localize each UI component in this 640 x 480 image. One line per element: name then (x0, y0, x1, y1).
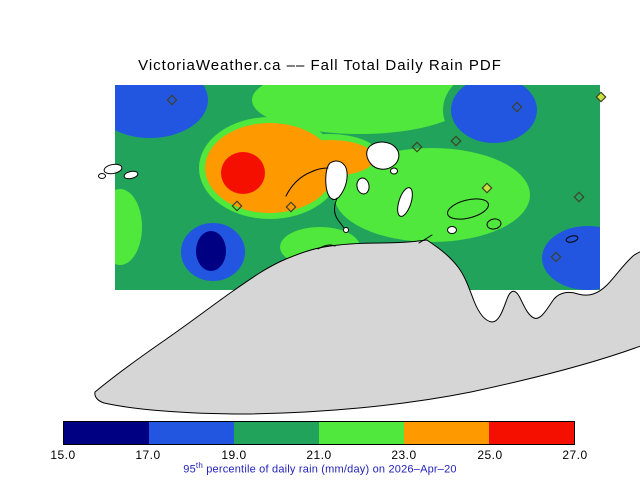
colorbar-ticks: 15.0 17.0 19.0 21.0 23.0 25.0 27.0 (50, 448, 587, 462)
station-marker-diamond (285, 201, 297, 213)
race-rocks-island-1 (103, 163, 123, 175)
contour-high-orange-tail (285, 140, 375, 176)
san-juan-island-1 (366, 141, 400, 170)
caption-superscript: th (195, 461, 203, 470)
colorbar-segment-19-21 (234, 422, 319, 444)
station-marker-diamond (511, 101, 523, 113)
race-rocks-island-2 (123, 170, 139, 180)
station-markers (166, 91, 607, 263)
colorbar-tick-label: 27.0 (562, 448, 588, 462)
colorbar-caption: 95th percentile of daily rain (mm/day) o… (0, 461, 640, 476)
colorbar-tick-label: 25.0 (477, 448, 503, 462)
station-marker-diamond (550, 251, 562, 263)
trial-island (343, 227, 349, 233)
san-juan-island-2 (356, 177, 370, 195)
station-marker-diamond (573, 191, 585, 203)
colorbar-segment-15-17 (64, 422, 149, 444)
contour-band-lightgreen-left (115, 189, 142, 265)
station-marker-diamond (595, 91, 607, 103)
colorbar-tick-label: 15.0 (50, 448, 76, 462)
dungeness-spit (418, 234, 433, 244)
contour-low-blue-ne (443, 85, 545, 151)
contour-max-red (221, 152, 265, 194)
island-outline-2 (486, 218, 502, 230)
island-small-1 (447, 226, 457, 234)
esquimalt-coast (285, 167, 329, 197)
olympic-peninsula-land (94, 239, 640, 415)
station-marker-diamond (450, 135, 462, 147)
caption-text: percentile of daily rain (mm/day) on 202… (202, 463, 457, 476)
race-rocks-island-3 (98, 173, 106, 179)
colorbar (63, 421, 575, 445)
island-outline-3 (565, 235, 579, 243)
colorbar-tick-label: 21.0 (306, 448, 332, 462)
coastline-layer (94, 141, 640, 415)
station-marker-diamond (166, 94, 178, 106)
ediz-hook-spit (317, 244, 336, 250)
victoria-peninsula-outline (325, 160, 348, 200)
contour-low-blue-nw (115, 85, 216, 146)
contour-band-lightgreen-mid (334, 148, 530, 242)
colorbar-segment-25-27 (489, 422, 574, 444)
colorbar-segment-21-23 (319, 422, 404, 444)
station-marker-diamond (481, 182, 493, 194)
san-juan-island-3 (397, 187, 413, 217)
contour-low-blue-se (534, 218, 600, 290)
contour-band-lightgreen-top (252, 85, 468, 134)
san-juan-island-4 (390, 167, 398, 175)
contour-min-navy (196, 231, 226, 271)
plot-title: VictoriaWeather.ca –– Fall Total Daily R… (138, 57, 502, 74)
colorbar-tick-label: 17.0 (135, 448, 161, 462)
caption-prefix: 95 (183, 463, 196, 476)
station-marker-diamond (411, 141, 423, 153)
colorbar-segment-23-25 (404, 422, 489, 444)
victoria-spit (334, 197, 345, 229)
island-outline-1 (447, 198, 489, 220)
colorbar-tick-label: 23.0 (391, 448, 417, 462)
station-marker-diamond (231, 200, 243, 212)
colorbar-tick-label: 19.0 (221, 448, 247, 462)
colorbar-segment-17-19 (149, 422, 234, 444)
